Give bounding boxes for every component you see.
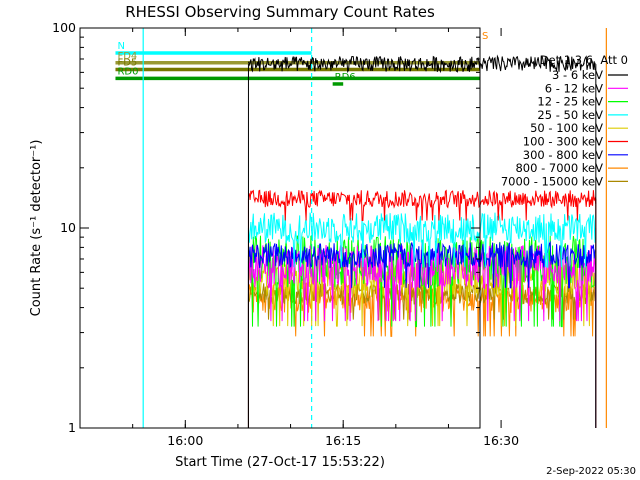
legend-label-3: 25 - 50 keV — [537, 108, 603, 122]
series-0-segment-0 — [248, 54, 596, 74]
legend-label-8: 7000 - 15000 keV — [501, 174, 603, 188]
legend-label-2: 12 - 25 keV — [537, 95, 603, 109]
x-tick-label-0: 16:00 — [167, 433, 203, 448]
series-5-segment-0 — [248, 189, 597, 221]
legend-label-5: 100 - 300 keV — [523, 135, 603, 149]
legend-title: Det 1,3,6, Att 0 — [540, 53, 628, 67]
chart-title: RHESSI Observing Summary Count Rates — [125, 3, 435, 21]
legend-label-0: 3 - 6 keV — [552, 68, 603, 82]
y-tick-label-2: 100 — [52, 20, 76, 35]
flag-label-rd0: RD0 — [117, 66, 138, 77]
series-3-segment-0 — [248, 212, 597, 268]
legend-label-6: 300 - 800 keV — [523, 148, 603, 162]
x-axis-label: Start Time (27-Oct-17 15:53:22) — [175, 455, 385, 470]
x-tick-label-2: 16:30 — [483, 433, 519, 448]
flag-label-fd5: FD5 — [117, 58, 137, 69]
y-tick-label-1: 10 — [60, 220, 76, 235]
legend-label-4: 50 - 100 keV — [530, 121, 603, 135]
y-tick-label-0: 1 — [68, 420, 76, 435]
flag-label-n: N — [117, 41, 124, 52]
series-layer — [247, 54, 597, 428]
x-tick-label-1: 16:15 — [325, 433, 361, 448]
legend-label-7: 800 - 7000 keV — [515, 161, 603, 175]
footer-date: 2-Sep-2022 05:30 — [546, 466, 636, 477]
y-axis-ticks: 1 10 100 — [52, 20, 480, 435]
flag-label-rd6: RD6 — [335, 72, 356, 83]
flag-label-fd4: FD4 — [117, 51, 137, 62]
flag-label-s: S — [482, 31, 488, 42]
series-1-segment-0 — [248, 245, 597, 322]
legend-label-1: 6 - 12 keV — [545, 81, 603, 95]
y-axis-label: Count Rate (s⁻¹ detector⁻¹) — [29, 140, 44, 317]
